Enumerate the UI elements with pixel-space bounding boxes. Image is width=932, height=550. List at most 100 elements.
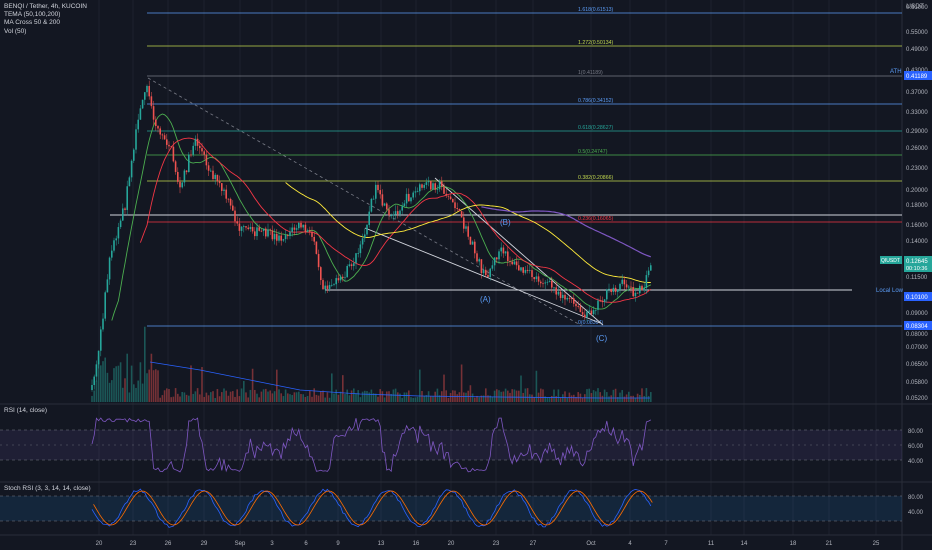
volume-bar [207,395,210,402]
candle [515,261,518,266]
candle [601,300,604,303]
rsi-line [91,417,651,473]
volume-bar [443,374,445,402]
candle [249,226,252,230]
candle [599,300,601,302]
candle [465,226,467,229]
price-axis[interactable]: 0.610000.550000.490000.430000.370000.330… [906,5,928,402]
stoch-pane-label[interactable]: Stoch RSI (3, 3, 14, 14, close) [4,485,91,492]
candle [511,261,513,265]
volume-bar [368,392,370,402]
candle [390,215,392,217]
price-tick: 0.29000 [906,129,928,135]
candle [401,206,403,211]
candle [104,292,106,319]
candle [159,128,161,135]
volume-bar [458,392,461,402]
volume-bar [157,370,159,402]
svg-text:QIUSDT: QIUSDT [881,258,900,264]
rsi-pane-label[interactable]: RSI (14, close) [4,407,47,414]
volume-bar [317,395,320,402]
wave-c-label: (C) [596,334,607,343]
volume-bar [265,388,267,402]
channel-lower-line[interactable] [364,227,601,324]
volume-bar [328,397,331,402]
volume-bar [608,396,610,402]
volume-bar [128,392,131,402]
candle [300,222,302,228]
volume-bar [115,366,117,402]
volume-bar [471,393,474,402]
fib-label: 0.618(0.28627) [578,125,613,131]
volume-bar [326,392,329,402]
volume-bar [551,395,553,402]
candle [245,226,247,228]
candle [148,85,150,97]
svg-text:0.10100: 0.10100 [906,295,928,301]
channel-upper-line[interactable] [434,177,604,326]
candle [161,134,164,136]
candle [309,230,311,232]
volume-bar [643,396,645,402]
candle [269,229,271,231]
tema-indicator-label[interactable]: TEMA (50,100,200) [4,11,61,19]
volume-bar [199,394,201,402]
volume-bar [403,392,406,402]
volume-bar [555,396,557,402]
candle [348,264,351,267]
candle [467,226,469,237]
symbol-title[interactable]: BENQI / Tether, 4h, KUCOIN [4,3,87,10]
volume-bar [324,397,326,402]
candle [520,267,522,271]
candle [476,253,478,262]
candle [260,230,263,232]
volume-bar [419,369,421,402]
candle [302,224,304,228]
candle [243,226,245,227]
volume-bar [480,395,483,402]
price-candles[interactable] [91,80,652,392]
candle [190,154,192,156]
stoch-tick-40: 40.00 [908,510,924,516]
candle [372,198,375,200]
volume-indicator-label[interactable]: Vol (50) [4,27,27,35]
candle [636,292,639,294]
candle [416,191,419,193]
volume-bar [423,396,425,402]
volume-bar [126,353,128,402]
volume-bar [166,388,168,402]
candle [306,230,309,232]
volume-bar [245,392,247,402]
candle [500,247,502,252]
volume-bar [372,393,375,402]
volume-bar [427,391,430,402]
time-tick: 4 [628,541,632,547]
candle [375,184,377,199]
volume-bar [478,397,480,402]
candle [489,268,491,277]
fib-levels[interactable]: 1.618(0.61513) 1.272(0.50134) 1(0.41189) 0.… [147,7,902,327]
time-axis[interactable]: 20 23 26 29 Sep 3 6 9 13 16 20 23 27 Oct 4 7 11 14 18 21 25 [96,541,880,547]
volume-bar [650,392,652,402]
volume-bar [379,389,381,402]
candle [436,189,439,190]
volume-bar [540,388,542,402]
price-tick: 0.23000 [906,166,928,172]
volume-bar [137,380,139,402]
volume-bar [489,395,491,402]
volume-bar [559,397,562,402]
fib-label: 0(0.08304) [578,320,603,326]
candle [630,286,632,288]
candle [621,279,623,284]
price-tick: 0.05800 [906,380,928,386]
volume-bar [287,393,289,402]
candle [210,170,212,172]
volume-bar [498,390,500,402]
ma-cross-indicator-label[interactable]: MA Cross 50 & 200 [4,19,60,27]
candle [322,280,324,290]
ath-trendline[interactable] [147,77,583,327]
volume-bar [333,393,335,402]
candle [359,244,362,254]
candle [223,189,225,191]
